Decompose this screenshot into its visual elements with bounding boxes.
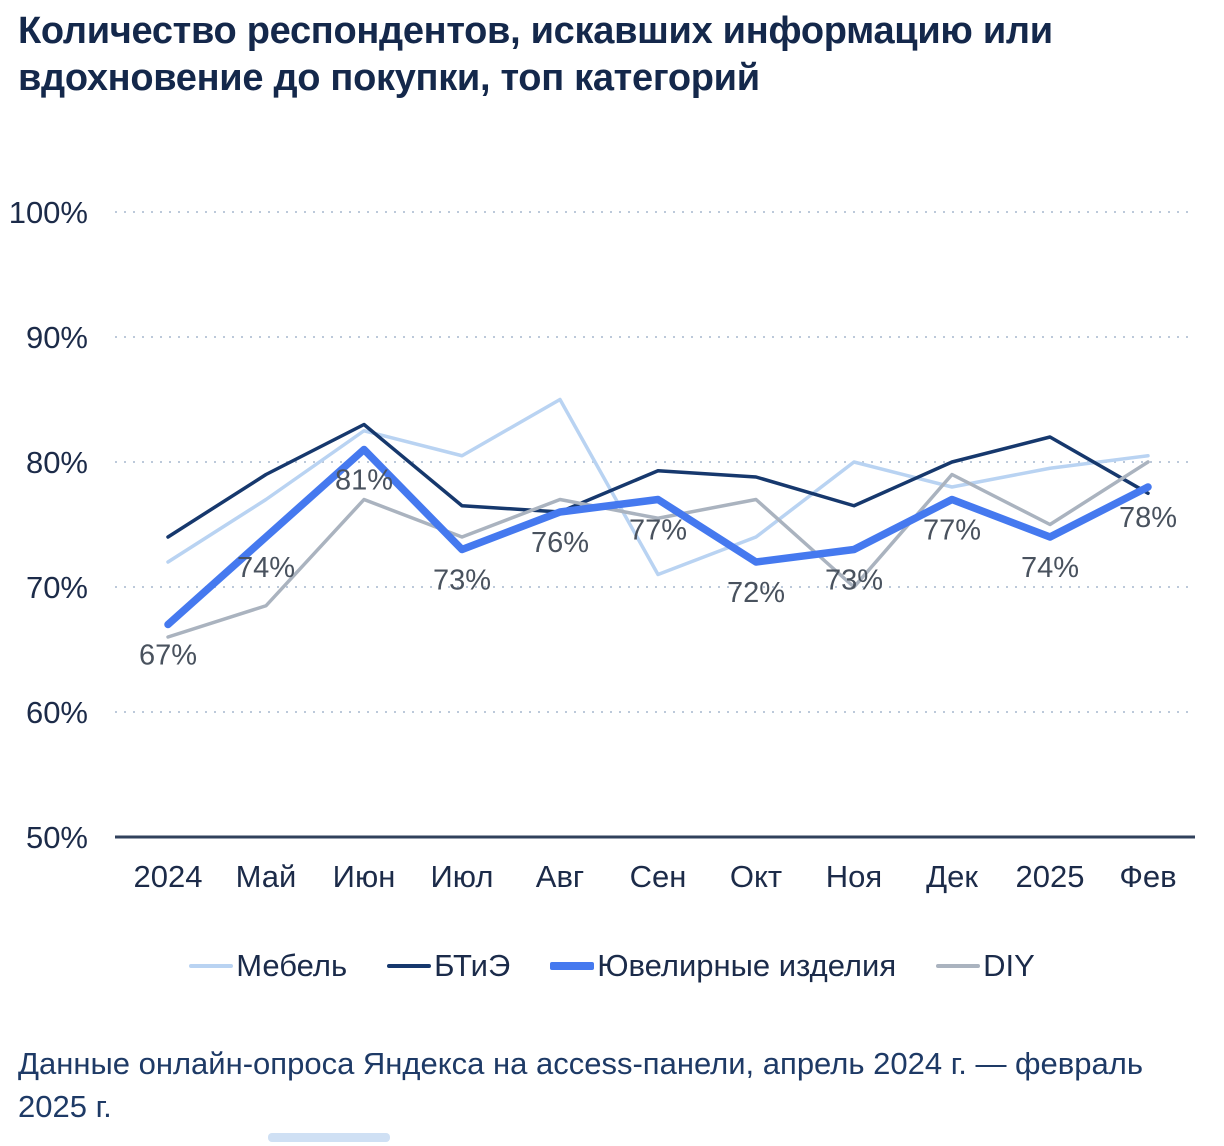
point-label-jewelry: 76% [531, 527, 589, 559]
x-tick-label: Ноя [826, 859, 882, 894]
x-tick-label: 2024 [134, 859, 203, 894]
series-line-diy [166, 460, 1150, 639]
x-tick-label: Окт [730, 859, 782, 894]
series-line-jewelry [164, 445, 1152, 629]
legend-swatch-appliances-electronics [387, 964, 432, 968]
point-label-jewelry: 67% [139, 640, 197, 672]
legend-label-appliances-electronics: БТиЭ [434, 948, 511, 983]
point-label-jewelry: 72% [727, 577, 785, 609]
x-tick-label: Июн [333, 859, 396, 894]
y-tick-label: 90% [26, 320, 88, 355]
point-label-jewelry: 78% [1119, 502, 1177, 534]
point-label-jewelry: 73% [825, 565, 883, 597]
point-label-jewelry: 74% [1021, 552, 1079, 584]
point-label-jewelry: 77% [923, 515, 981, 547]
y-tick-label: 80% [26, 445, 88, 480]
legend-swatch-diy [936, 964, 981, 968]
y-tick-label: 60% [26, 695, 88, 730]
x-tick-label: Сен [630, 859, 687, 894]
legend-item-furniture: Мебель [189, 948, 347, 984]
scroll-indicator-bar [268, 1133, 390, 1142]
x-tick-label: Дек [926, 859, 978, 894]
legend-label-furniture: Мебель [236, 948, 348, 983]
y-tick-label: 50% [26, 820, 88, 855]
chart-legend: Мебель БТиЭ Ювелирные изделия DIY [0, 948, 1224, 984]
chart-title: Количество респондентов, искавших информ… [18, 10, 1053, 100]
y-tick-label: 70% [26, 570, 88, 605]
legend-item-appliances-electronics: БТиЭ [387, 948, 510, 984]
legend-label-diy: DIY [983, 948, 1035, 983]
x-tick-label: Июл [431, 859, 494, 894]
point-label-jewelry: 73% [433, 565, 491, 597]
legend-item-jewelry: Ювелирные изделия [550, 948, 896, 984]
source-note: Данные онлайн-опроса Яндекса на access-п… [18, 1046, 1143, 1125]
legend-label-jewelry: Ювелирные изделия [597, 948, 897, 983]
y-tick-label: 100% [9, 195, 88, 230]
x-tick-label: Фев [1119, 859, 1176, 894]
legend-swatch-jewelry [550, 962, 595, 970]
point-label-jewelry: 74% [237, 552, 295, 584]
legend-swatch-furniture [189, 964, 234, 968]
x-tick-label: Авг [536, 859, 584, 894]
legend-item-diy: DIY [936, 948, 1035, 984]
line-chart: 50% 60% 70% 80% 90% 100% 2024 Май Июн Июл Авг Сен Ок… [9, 195, 1195, 894]
point-label-jewelry: 77% [629, 515, 687, 547]
x-tick-label: 2025 [1016, 859, 1085, 894]
point-label-jewelry: 81% [335, 465, 393, 497]
series-line-furniture [166, 397, 1150, 577]
series-line-appliances-electronics [166, 422, 1150, 539]
x-tick-label: Май [236, 859, 297, 894]
